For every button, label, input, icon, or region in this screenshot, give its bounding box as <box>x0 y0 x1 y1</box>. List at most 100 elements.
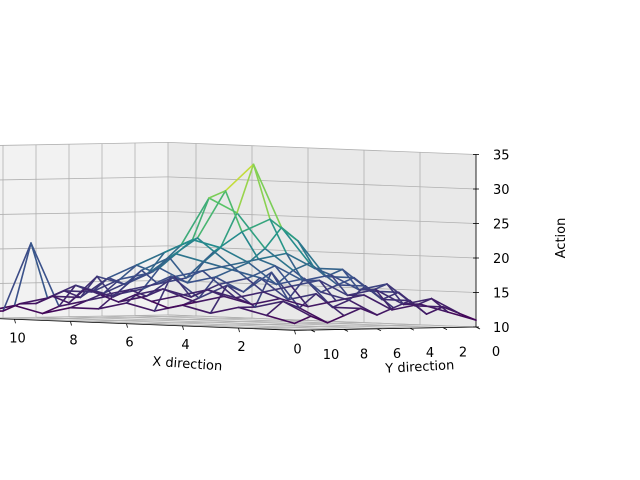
wireframe-segment <box>101 294 120 303</box>
wireframe-segment <box>206 288 225 298</box>
wireframe-segment <box>374 288 405 306</box>
x-tick <box>182 325 184 330</box>
z-tick-label: 10 <box>493 321 510 336</box>
wireframe-segment <box>125 288 144 304</box>
wireframe-segment <box>241 218 271 233</box>
wireframe-segment <box>259 276 289 301</box>
wireframe-segment <box>270 271 289 301</box>
wireframe-segment <box>185 269 204 279</box>
wireframe-segment <box>336 276 355 286</box>
wireframe-segment <box>107 264 138 279</box>
wireframe-segment <box>84 287 103 297</box>
wireframe-segment <box>262 291 281 300</box>
z-tick-label: 30 <box>493 183 510 198</box>
wireframe-segment <box>285 252 304 282</box>
x-tick-label: 2 <box>237 340 245 355</box>
wireframe-segment <box>458 312 477 321</box>
wireframe-segment <box>358 283 388 291</box>
wireframe-segment <box>236 212 266 250</box>
y-axis-label: Y direction <box>384 358 455 377</box>
z-tick-label: 25 <box>493 218 510 233</box>
axis-lines <box>0 154 477 331</box>
axis-line <box>0 318 295 331</box>
wireframe-segment <box>425 306 444 315</box>
wireframe-segment <box>259 276 278 286</box>
wireframe-segment <box>331 299 350 309</box>
wireframe-segment <box>191 238 222 249</box>
wireframe-segment <box>196 190 227 239</box>
wireframe-segment <box>274 264 304 282</box>
wireframe-segment <box>79 275 98 299</box>
grid-line <box>0 280 169 284</box>
wireframe-segment <box>129 282 159 291</box>
x-tick <box>294 330 296 335</box>
wireframe-segment <box>246 277 265 293</box>
wireframe-segment <box>219 246 250 264</box>
wireframe-segment <box>318 279 337 302</box>
wireframe-segment <box>302 274 332 282</box>
wireframe-segment <box>152 256 171 273</box>
wireframe-segment <box>2 242 32 312</box>
x-tick-label: 4 <box>181 338 189 353</box>
grid-line <box>0 245 169 250</box>
grid-lines <box>0 142 477 331</box>
wireframe-segment <box>35 295 54 305</box>
grid-line <box>2 317 312 331</box>
x-tick-label: 8 <box>69 334 77 349</box>
z-tick-label: 15 <box>493 287 510 302</box>
wireframe-segment <box>346 288 377 297</box>
y-tick <box>343 329 349 332</box>
wireframe-segment <box>264 226 283 250</box>
grid-line <box>68 316 378 330</box>
z-axis-label: Action <box>554 218 569 259</box>
wireframe-segment <box>51 295 70 304</box>
wireframe-segment <box>0 304 16 310</box>
wireframe-segment <box>280 226 311 264</box>
wireframe-segment <box>270 271 301 309</box>
y-tick-label: 6 <box>393 347 401 362</box>
wireframe-segment <box>274 264 293 288</box>
wireframe-segment <box>107 276 126 286</box>
wireframe-segment <box>297 240 316 270</box>
wireframe-segment <box>208 190 227 199</box>
wireframe-segment <box>196 237 215 253</box>
y-tick-label: 0 <box>492 345 500 360</box>
wireframe-segment <box>124 269 143 286</box>
y-tick <box>442 327 448 330</box>
wireframe-segment <box>391 303 421 311</box>
wireframe-segment <box>30 242 49 299</box>
wireframe-segment <box>41 306 72 315</box>
x-tick-label: 0 <box>293 342 301 357</box>
wireframe-segment <box>13 304 44 315</box>
wireframe-segment <box>158 253 177 269</box>
grid-line <box>167 211 477 224</box>
wireframe-segment <box>315 292 334 309</box>
wireframe-segment <box>214 268 233 278</box>
axis-line <box>294 326 477 331</box>
wireframe-segment <box>140 269 159 285</box>
grid-line <box>0 176 169 181</box>
wireframe-segment <box>234 296 253 306</box>
wireframe-segment <box>119 264 138 281</box>
wireframe-segment <box>287 292 317 301</box>
wireframe-segment <box>402 297 433 306</box>
wireframe-segment <box>279 297 309 308</box>
y-tick-label: 10 <box>323 348 340 363</box>
wireframe-segment <box>163 244 182 254</box>
wireframe-segment <box>167 301 197 309</box>
wireframe-segment <box>254 300 284 308</box>
x-tick-label: 10 <box>9 331 26 346</box>
wireframe-segment <box>91 276 110 293</box>
wireframe-segment <box>247 261 278 286</box>
wireframe-segment <box>246 264 276 280</box>
wireframe-segment <box>213 250 232 266</box>
grid-line <box>101 315 411 329</box>
wireframe-segment <box>280 226 299 242</box>
y-tick <box>409 327 415 331</box>
wireframe-segment <box>318 279 349 297</box>
wireframe-segment <box>287 277 306 301</box>
wireframe-segment <box>226 284 245 293</box>
wireframe-segment <box>290 279 321 288</box>
wireframe-segment <box>68 287 87 304</box>
wireframe-segment <box>313 267 344 271</box>
